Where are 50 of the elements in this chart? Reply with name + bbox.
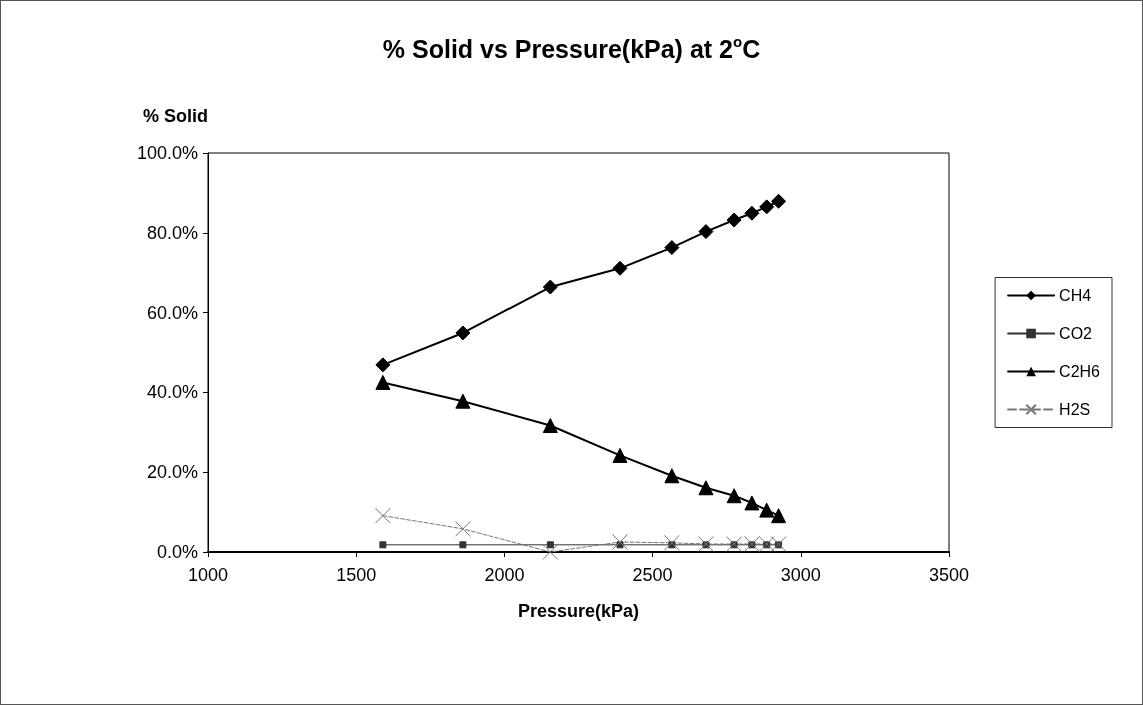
- point: [726, 212, 742, 228]
- point: [698, 480, 714, 496]
- point: [542, 418, 558, 434]
- y-axis-title: % Solid: [142, 106, 208, 126]
- point: [771, 193, 787, 209]
- point: [379, 541, 387, 549]
- legend-label: CO2: [1059, 325, 1093, 342]
- point: [612, 260, 628, 276]
- point: [771, 508, 787, 524]
- point: [743, 536, 760, 553]
- y-tick-label: 20.0%: [146, 462, 198, 483]
- point: [770, 536, 787, 553]
- point: [459, 541, 467, 549]
- x-tick-label: 3000: [780, 565, 821, 585]
- x-tick-label: 2500: [632, 565, 673, 585]
- point: [455, 393, 471, 409]
- point: [744, 495, 760, 511]
- point: [664, 240, 680, 256]
- legend-label: C2H6: [1059, 363, 1101, 380]
- y-tick-label: 60.0%: [146, 302, 198, 323]
- point: [759, 502, 775, 518]
- x-tick-label: 1000: [187, 565, 229, 585]
- point: [726, 536, 743, 553]
- y-tick-label: 80.0%: [146, 222, 198, 243]
- x-tick-label: 2000: [484, 565, 525, 585]
- point: [697, 536, 714, 553]
- point: [664, 468, 680, 484]
- legend-label: CH4: [1059, 287, 1092, 304]
- point: [698, 224, 714, 240]
- point: [374, 507, 391, 524]
- point: [744, 205, 760, 221]
- point: [375, 374, 391, 390]
- point: [546, 541, 554, 549]
- legend-label: H2S: [1059, 401, 1091, 418]
- point: [726, 488, 742, 504]
- point: [455, 325, 471, 341]
- y-tick-label: 100.0%: [136, 143, 198, 163]
- y-tick-label: 0.0%: [156, 542, 198, 562]
- point: [542, 279, 558, 295]
- point: [375, 357, 391, 373]
- point: [454, 520, 471, 537]
- point: [759, 199, 775, 215]
- x-tick-label: 1500: [336, 565, 377, 585]
- y-tick-label: 40.0%: [146, 382, 198, 403]
- point: [758, 536, 775, 553]
- x-tick-label: 3500: [928, 565, 970, 585]
- x-axis-title: Pressure(kPa): [517, 601, 640, 621]
- point: [612, 447, 628, 463]
- point: [663, 534, 680, 551]
- point: [542, 544, 559, 560]
